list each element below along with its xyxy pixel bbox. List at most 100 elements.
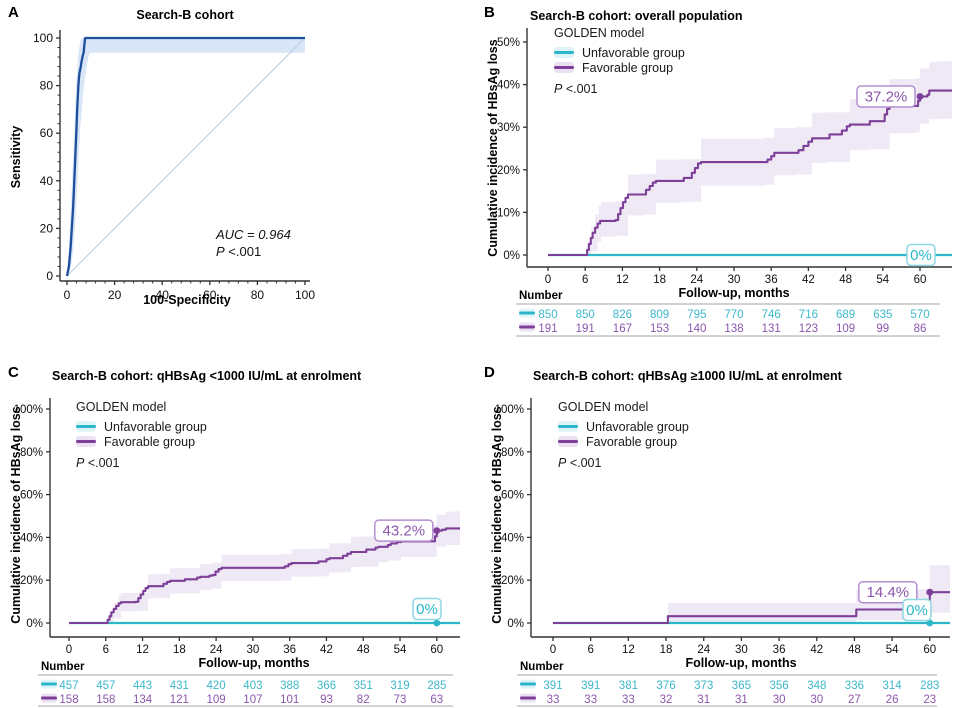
svg-text:12: 12 (622, 644, 635, 656)
svg-text:54: 54 (876, 274, 889, 286)
favorable-ci-band (548, 61, 952, 256)
risk-count: 809 (650, 309, 669, 321)
svg-text:0%: 0% (26, 618, 43, 630)
svg-text:48: 48 (839, 274, 852, 286)
risk-count: 121 (170, 694, 189, 706)
svg-text:6: 6 (103, 644, 109, 656)
svg-text:40%: 40% (20, 532, 43, 544)
risk-count: 365 (732, 680, 751, 692)
svg-text:20: 20 (40, 221, 54, 235)
svg-text:40%: 40% (497, 80, 520, 92)
legend-label: Favorable group (104, 434, 196, 449)
risk-count: 635 (873, 309, 892, 321)
roc-chart: 0 20 40 60 80 100 0 20 40 60 80 100 100-Specificity S… (9, 30, 315, 307)
risk-table-header: Number (520, 661, 564, 673)
risk-count: 746 (762, 309, 781, 321)
svg-text:0%: 0% (906, 602, 928, 619)
svg-text:80%: 80% (20, 447, 43, 459)
svg-text:60%: 60% (501, 490, 524, 502)
risk-count: 850 (538, 309, 557, 321)
svg-text:100%: 100% (14, 404, 43, 416)
legend-item-favorable: Favorable group (554, 60, 685, 75)
favorable-ci-band (553, 565, 950, 623)
svg-text:30: 30 (735, 644, 748, 656)
legend-label: Favorable group (586, 434, 678, 449)
svg-text:0%: 0% (416, 601, 438, 618)
reference-diagonal (66, 37, 306, 277)
risk-count: 388 (280, 680, 299, 692)
risk-count: 109 (207, 694, 226, 706)
risk-table: Number 391 391 381 376 373 365 356 348 336 314 283 3… (517, 661, 939, 707)
svg-text:36: 36 (773, 644, 786, 656)
km-plot: 0% 10% 20% 30% 40% 50% 0 6 12 18 24 30 36 42 48 54 60 Fol… (486, 28, 952, 300)
favorable-line-swatch (554, 62, 574, 73)
svg-text:0: 0 (46, 269, 53, 283)
risk-count: 319 (390, 680, 409, 692)
svg-text:30%: 30% (497, 122, 520, 134)
svg-text:24: 24 (690, 274, 703, 286)
svg-text:18: 18 (173, 644, 186, 656)
risk-count: 82 (357, 694, 370, 706)
risk-table: Number 457 457 443 431 420 403 388 366 351 319 285 1… (38, 661, 453, 707)
legend-item-unfavorable: Unfavorable group (554, 45, 685, 60)
panel-b-letter: B (484, 4, 495, 21)
svg-text:12: 12 (616, 274, 629, 286)
svg-text:Cumulative incidence of HBsAg: Cumulative incidence of HBsAg loss (486, 39, 500, 256)
svg-text:80: 80 (40, 79, 54, 93)
svg-text:12: 12 (136, 644, 149, 656)
svg-text:36: 36 (765, 274, 778, 286)
km-chart-overall: 0% 10% 20% 30% 40% 50% 0 6 12 18 24 30 36 42 48 54 60 Fol… (486, 28, 952, 337)
svg-text:Follow-up, months: Follow-up, months (685, 656, 796, 670)
risk-count: 134 (133, 694, 153, 706)
favorable-end-dot (433, 527, 441, 534)
risk-table: Number 850 850 826 809 795 770 746 716 689 635 570 1… (516, 290, 940, 337)
risk-count: 153 (650, 323, 669, 335)
favorable-line-swatch (558, 436, 578, 447)
risk-count: 795 (687, 309, 706, 321)
svg-text:6: 6 (582, 274, 588, 286)
risk-count: 107 (243, 694, 262, 706)
svg-text:60%: 60% (20, 490, 43, 502)
risk-count: 457 (59, 680, 78, 692)
risk-count: 86 (914, 323, 927, 335)
risk-count: 33 (547, 694, 560, 706)
svg-text:0: 0 (550, 644, 556, 656)
risk-count: 376 (656, 680, 675, 692)
risk-count: 348 (807, 680, 826, 692)
favorable-end-dot (916, 93, 924, 100)
svg-text:6: 6 (587, 644, 593, 656)
svg-text:Sensitivity: Sensitivity (9, 126, 23, 189)
risk-count: 33 (584, 694, 597, 706)
km-chart-low-qhbsag: 0% 20% 40% 60% 80% 100% 0 6 12 18 24 30 36 42 48 54 60 Fo… (9, 398, 460, 707)
svg-text:18: 18 (660, 644, 673, 656)
legend-title: GOLDEN model (554, 26, 645, 40)
svg-text:10%: 10% (497, 207, 520, 219)
svg-text:0%: 0% (503, 250, 520, 262)
risk-count: 32 (660, 694, 673, 706)
risk-count: 403 (243, 680, 262, 692)
risk-table-header: Number (41, 661, 85, 673)
legend-item-favorable: Favorable group (76, 434, 207, 449)
risk-count: 167 (613, 323, 632, 335)
risk-count: 109 (836, 323, 855, 335)
panel-a: A Search-B cohort 0 20 40 60 80 100 0 20 40 60 80 1… (0, 0, 474, 354)
svg-text:100: 100 (295, 288, 315, 302)
panel-d-title: Search-B cohort: qHBsAg ≥1000 IU/mL at e… (533, 369, 842, 383)
svg-text:30: 30 (728, 274, 741, 286)
svg-text:0%: 0% (507, 618, 524, 630)
legend-item-unfavorable: Unfavorable group (558, 419, 689, 434)
panel-d: D Search-B cohort: qHBsAg ≥1000 IU/mL at… (474, 360, 954, 708)
svg-text:60: 60 (430, 644, 443, 656)
svg-text:0: 0 (66, 644, 72, 656)
svg-text:100%: 100% (495, 404, 524, 416)
favorable-curve (69, 527, 460, 625)
svg-text:60: 60 (923, 644, 936, 656)
svg-text:30: 30 (247, 644, 260, 656)
risk-count: 158 (59, 694, 78, 706)
risk-table-header: Number (519, 290, 563, 302)
panel-c-letter: C (8, 364, 19, 381)
risk-count: 351 (354, 680, 373, 692)
risk-count: 191 (576, 323, 595, 335)
panel-c-title: Search-B cohort: qHBsAg <1000 IU/mL at e… (52, 369, 362, 383)
p-value: P <.001 (558, 456, 602, 470)
